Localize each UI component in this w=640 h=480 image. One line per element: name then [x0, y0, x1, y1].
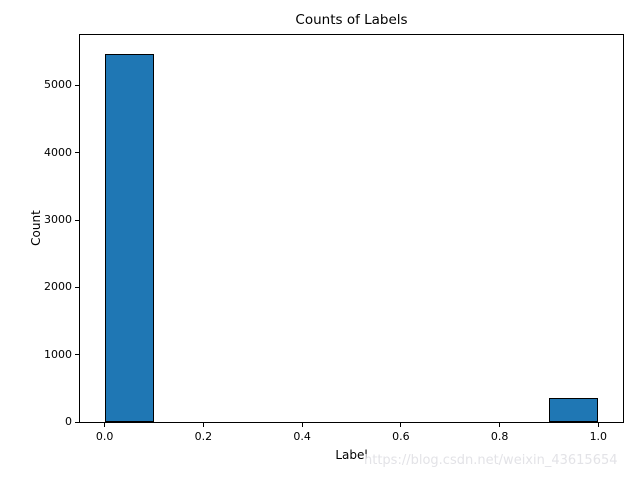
y-tick-mark	[75, 219, 79, 221]
y-tick-mark	[75, 286, 79, 288]
y-tick-mark	[75, 354, 79, 356]
y-tick-label: 0	[65, 415, 72, 428]
plot-area	[79, 34, 624, 423]
x-tick-mark	[202, 423, 204, 427]
chart-title: Counts of Labels	[295, 12, 408, 28]
x-tick-mark	[400, 423, 402, 427]
histogram-bar	[548, 398, 599, 422]
y-tick-label: 1000	[44, 347, 72, 361]
x-tick-label: 0.0	[95, 430, 114, 443]
x-tick-mark	[499, 423, 501, 427]
y-tick-mark	[75, 421, 79, 423]
x-tick-label: 1.0	[589, 430, 608, 443]
y-tick-mark	[75, 84, 79, 86]
watermark: https://blog.csdn.net/weixin_43615654	[364, 453, 618, 468]
x-tick-label: 0.6	[392, 430, 410, 443]
y-tick-label: 2000	[44, 280, 72, 294]
x-tick-label: 0.4	[293, 430, 311, 443]
x-tick-label: 0.2	[194, 430, 213, 443]
y-tick-mark	[75, 152, 79, 154]
y-tick-label: 3000	[44, 213, 72, 227]
histogram-bar	[104, 53, 155, 422]
y-tick-label: 5000	[44, 78, 72, 92]
x-tick-mark	[301, 423, 303, 427]
x-tick-mark	[597, 423, 599, 427]
x-tick-label: 0.8	[490, 430, 509, 443]
y-tick-label: 4000	[44, 145, 72, 159]
x-axis-label: Label	[335, 448, 368, 462]
x-tick-mark	[104, 423, 106, 427]
